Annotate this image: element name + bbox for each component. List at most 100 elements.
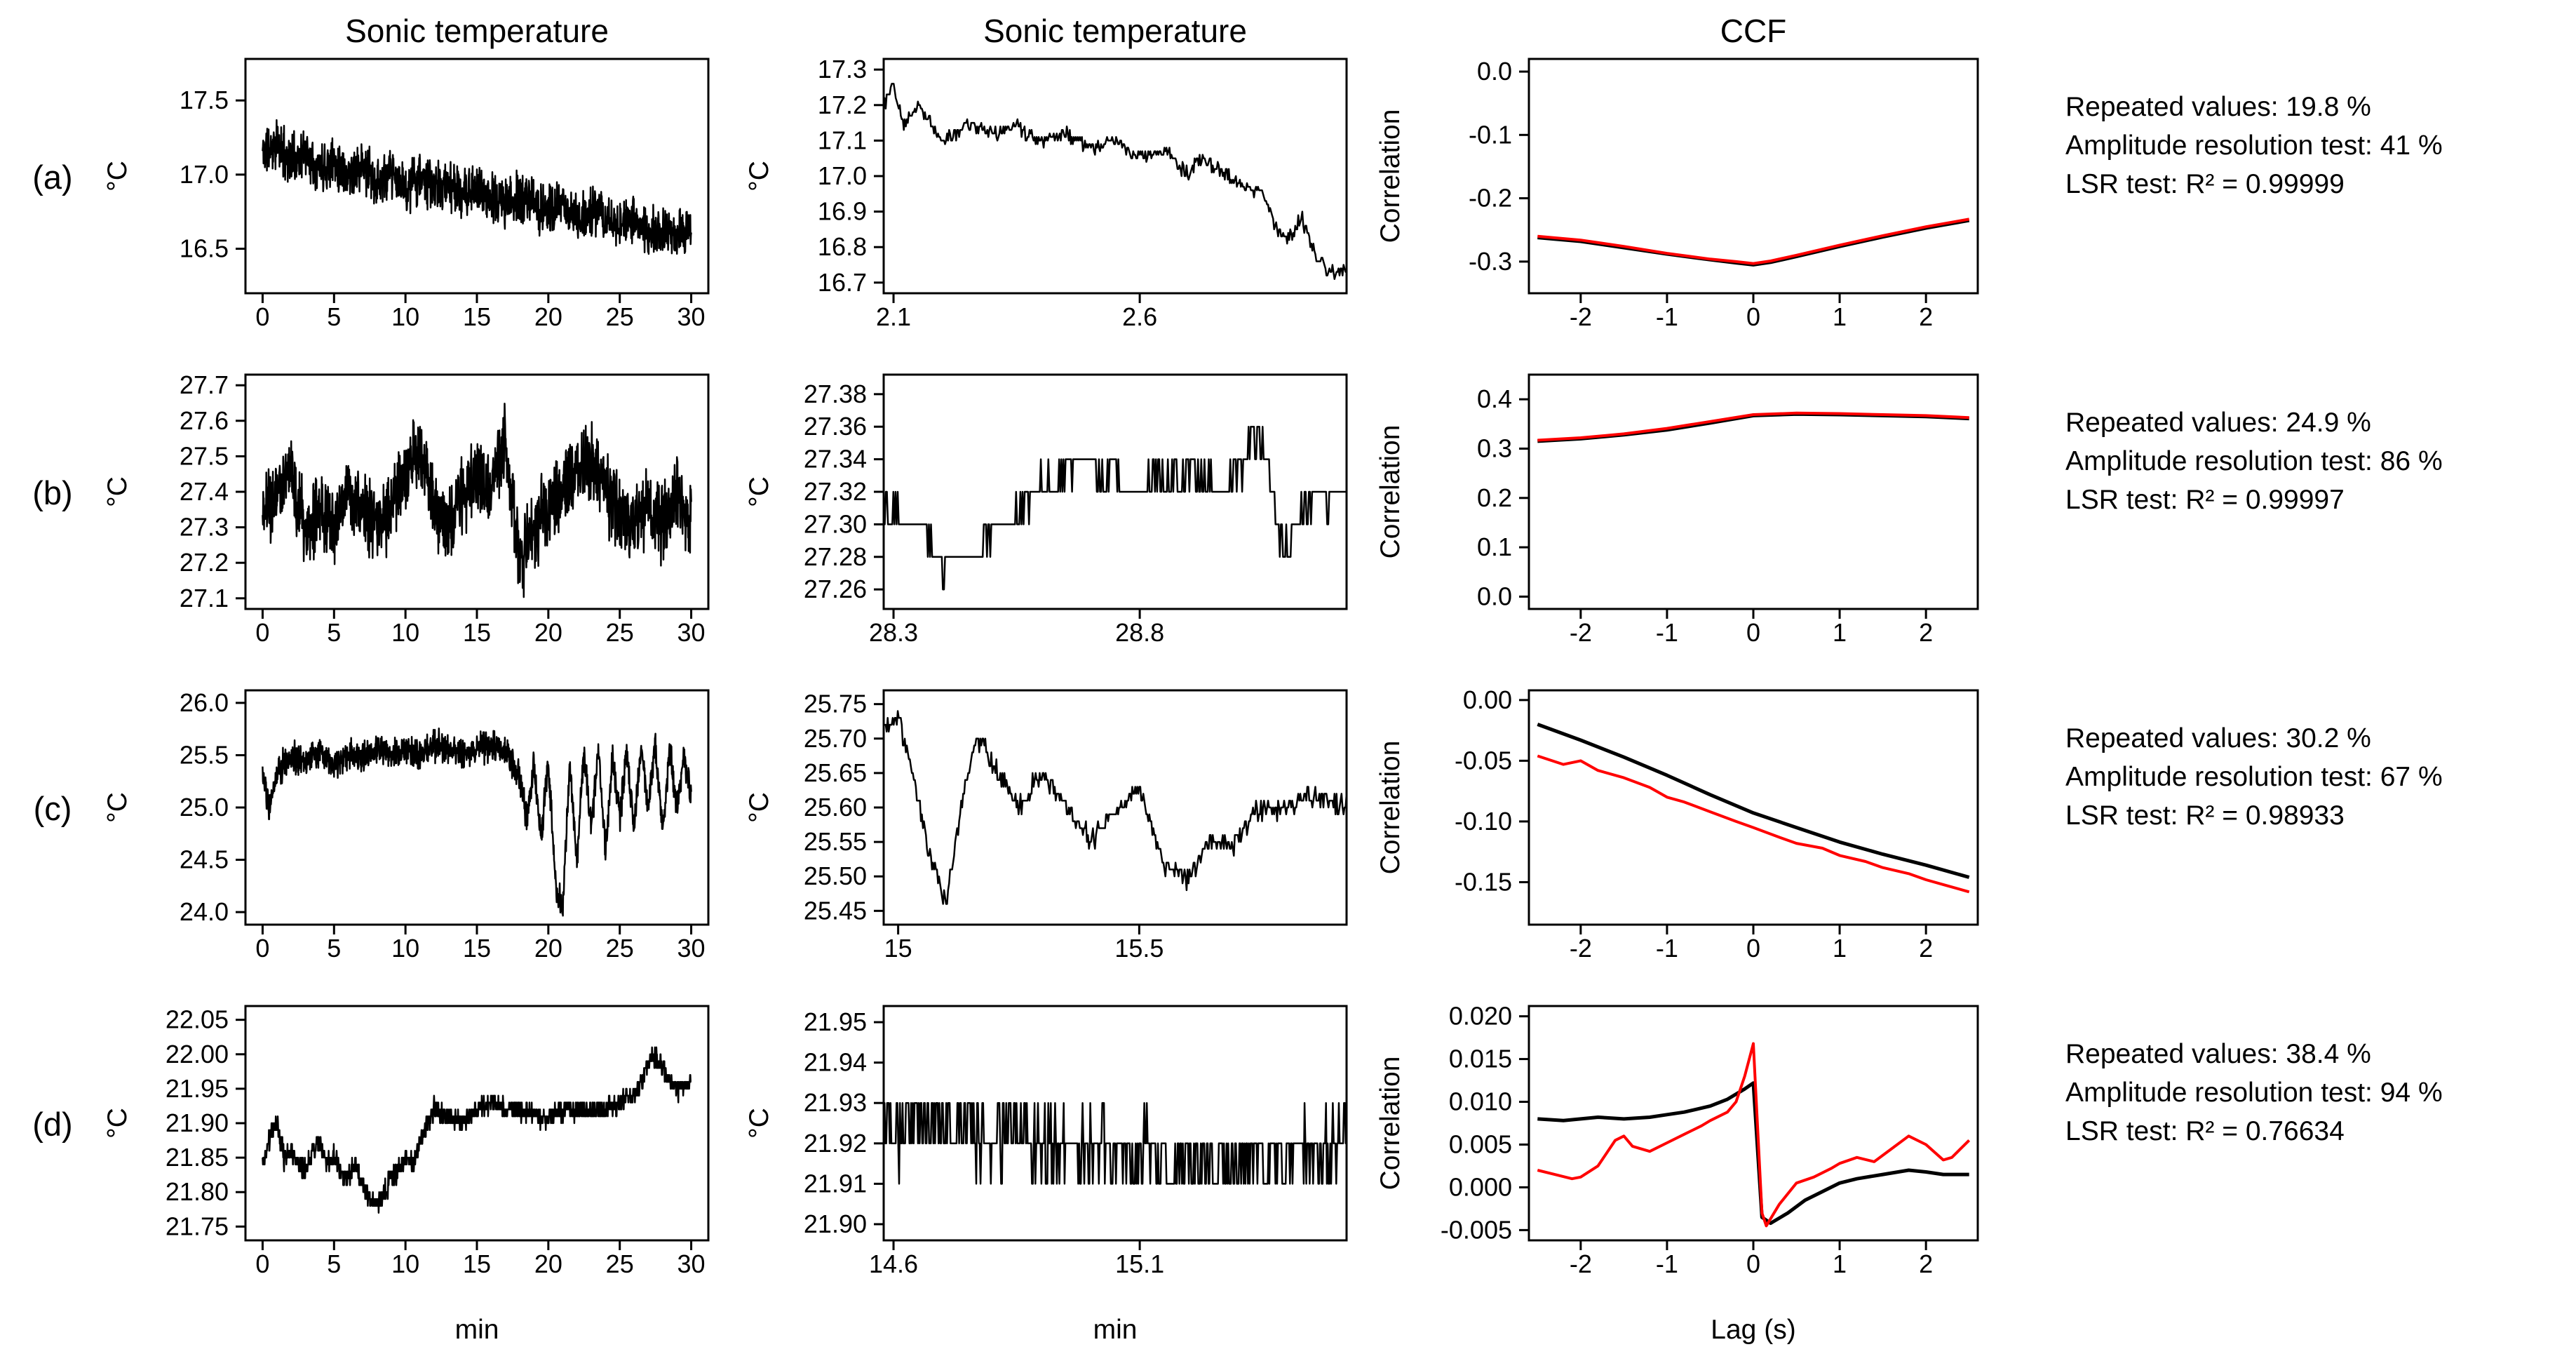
x-tick-label: 30 bbox=[677, 618, 706, 647]
y-tick-label: 21.80 bbox=[166, 1177, 229, 1206]
plot-b-ccf: -2 -1 0 1 2 0.0 0.1 0.2 0.3 0.4 Correlation bbox=[1368, 330, 1999, 647]
chart-svg: 28.3 28.8 27.26 27.28 27.30 27.32 27.34 27.36 27… bbox=[744, 373, 1348, 647]
plot-title: CCF bbox=[1720, 13, 1787, 49]
y-tick-label: 0.020 bbox=[1449, 1002, 1512, 1031]
sonic-temp-zoom-series bbox=[884, 710, 1347, 905]
x-tick-label: -2 bbox=[1570, 618, 1592, 647]
y-tick-label: 21.90 bbox=[804, 1209, 867, 1238]
row-label: (c) bbox=[33, 790, 72, 827]
plot-border bbox=[882, 58, 1348, 295]
plot-border bbox=[1528, 1005, 1979, 1242]
y-axis-label: Correlation bbox=[1375, 109, 1405, 243]
plot-d-zoom-timeseries: 14.6 15.1 21.90 21.91 21.92 21.93 21.94 21.95 °C… bbox=[744, 961, 1368, 1354]
annotation-b: Repeated values: 24.9 % Amplitude resolu… bbox=[1999, 330, 2576, 645]
y-tick-label: 0.3 bbox=[1477, 434, 1512, 462]
ccf-red bbox=[1537, 411, 1969, 442]
sonic-temp-series bbox=[262, 1046, 692, 1214]
x-tick-label: 15.5 bbox=[1114, 934, 1164, 963]
x-tick-label: 5 bbox=[327, 302, 341, 331]
x-tick-label: 20 bbox=[534, 934, 562, 963]
x-tick-label: 5 bbox=[327, 934, 341, 963]
y-tick-label: 27.4 bbox=[180, 477, 229, 506]
row-label: (b) bbox=[32, 474, 73, 511]
y-tick-label: 21.92 bbox=[804, 1129, 867, 1158]
x-tick-label: -1 bbox=[1656, 1249, 1678, 1278]
x-tick-label: 0 bbox=[255, 618, 269, 647]
x-tick-label: 5 bbox=[327, 1249, 341, 1278]
y-tick-label: 21.93 bbox=[804, 1088, 867, 1117]
x-tick-label: -1 bbox=[1656, 934, 1678, 963]
plot-a-zoom-timeseries: 2.1 2.6 16.7 16.8 16.9 17.0 17.1 17.2 17.3 Sonic … bbox=[744, 13, 1368, 331]
plot-title: Sonic temperature bbox=[983, 13, 1247, 49]
y-tick-label: 25.5 bbox=[180, 740, 229, 769]
plot-a-full-timeseries: 0 5 10 15 20 25 30 16.5 17.0 17.5 Sonic temperatur… bbox=[102, 13, 750, 331]
x-tick-label: 15 bbox=[463, 618, 491, 647]
ccf-black bbox=[1537, 723, 1970, 879]
y-tick-label: 17.5 bbox=[180, 86, 229, 114]
annotation-line: Amplitude resolution test: 94 % bbox=[2065, 1078, 2443, 1108]
chart-svg: 14.6 15.1 21.90 21.91 21.92 21.93 21.94 21.95 °C… bbox=[744, 1005, 1348, 1345]
y-axis-label: °C bbox=[102, 1108, 133, 1139]
y-tick-label: 21.95 bbox=[804, 1007, 867, 1036]
y-tick-label: 0.015 bbox=[1449, 1045, 1512, 1073]
y-tick-label: 27.34 bbox=[804, 445, 867, 474]
y-tick-label: 27.32 bbox=[804, 477, 867, 506]
annotation-line: LSR test: R² = 0.99999 bbox=[2065, 169, 2345, 199]
y-tick-label: 0.010 bbox=[1449, 1087, 1512, 1116]
plot-border bbox=[882, 1005, 1348, 1242]
y-tick-label: 21.90 bbox=[166, 1108, 229, 1137]
row-label-cell: (a) bbox=[0, 14, 105, 330]
x-tick-label: 1 bbox=[1833, 618, 1847, 647]
y-tick-label: 21.94 bbox=[804, 1048, 867, 1077]
x-tick-label: 25 bbox=[606, 934, 634, 963]
plot-d-full-timeseries: 0 5 10 15 20 25 30 21.75 21.80 21.85 21.90 21.95 22.… bbox=[102, 961, 750, 1354]
x-tick-label: 0 bbox=[1746, 618, 1760, 647]
sonic-temp-series bbox=[262, 728, 692, 917]
y-tick-label: 17.3 bbox=[818, 55, 867, 83]
row-label: (a) bbox=[32, 159, 73, 196]
plot-border bbox=[882, 373, 1348, 610]
x-tick-label: 28.3 bbox=[869, 618, 918, 647]
x-tick-label: 0 bbox=[255, 302, 269, 331]
x-tick-label: 0 bbox=[255, 934, 269, 963]
figure-row-a: (a) 0 5 10 15 20 25 30 16.5 17.0 17.5 Sonic temper… bbox=[0, 13, 2576, 331]
annotation-line: Amplitude resolution test: 86 % bbox=[2065, 446, 2443, 476]
annotation-line: Repeated values: 30.2 % bbox=[2065, 723, 2371, 753]
row-label-cell: (d) bbox=[0, 961, 105, 1354]
plot-border bbox=[244, 1005, 710, 1242]
ccf-red bbox=[1537, 217, 1970, 265]
y-tick-label: 26.0 bbox=[180, 688, 229, 717]
y-tick-label: -0.15 bbox=[1455, 867, 1512, 896]
x-tick-label: -2 bbox=[1570, 1249, 1592, 1278]
x-tick-label: 15 bbox=[884, 934, 912, 963]
x-tick-label: 14.6 bbox=[869, 1249, 918, 1278]
sonic-temp-series bbox=[262, 119, 692, 255]
chart-svg: -2 -1 0 1 2 0.0 0.1 0.2 0.3 0.4 Correlation bbox=[1375, 373, 1979, 647]
sonic-temp-zoom-series bbox=[884, 83, 1347, 281]
y-tick-label: 0.000 bbox=[1449, 1172, 1512, 1201]
annotation-line: Repeated values: 19.8 % bbox=[2065, 92, 2371, 122]
sonic-temp-zoom-series bbox=[884, 425, 1347, 591]
x-tick-label: 0 bbox=[1746, 1249, 1760, 1278]
y-tick-label: -0.005 bbox=[1441, 1215, 1512, 1244]
x-axis-label: Lag (s) bbox=[1711, 1315, 1795, 1345]
y-tick-label: 25.55 bbox=[804, 827, 867, 856]
chart-svg: 0 5 10 15 20 25 30 21.75 21.80 21.85 21.90 21.95 22.… bbox=[102, 1005, 710, 1345]
sonic-temp-zoom-series bbox=[884, 1101, 1347, 1185]
x-tick-label: 0 bbox=[1746, 934, 1760, 963]
x-tick-label: 2 bbox=[1919, 1249, 1933, 1278]
y-tick-label: 27.6 bbox=[180, 406, 229, 435]
y-tick-label: 27.3 bbox=[180, 513, 229, 542]
ccf-red bbox=[1537, 754, 1970, 894]
y-tick-label: 25.45 bbox=[804, 896, 867, 925]
chart-svg: 0 5 10 15 20 25 30 16.5 17.0 17.5 Sonic temperatur… bbox=[102, 13, 710, 331]
y-tick-label: 25.65 bbox=[804, 758, 867, 787]
row-label-cell: (c) bbox=[0, 645, 105, 961]
ccf-black bbox=[1537, 1081, 1969, 1226]
figure-row-d: (d) 0 5 10 15 20 25 30 21.75 21.80 21.85 21.90 21.9… bbox=[0, 961, 2576, 1354]
x-tick-label: -1 bbox=[1656, 618, 1678, 647]
x-tick-label: -1 bbox=[1656, 302, 1678, 331]
plot-c-full-timeseries: 0 5 10 15 20 25 30 24.0 24.5 25.0 25.5 26.0 °C bbox=[102, 645, 750, 963]
x-tick-label: 2 bbox=[1919, 302, 1933, 331]
